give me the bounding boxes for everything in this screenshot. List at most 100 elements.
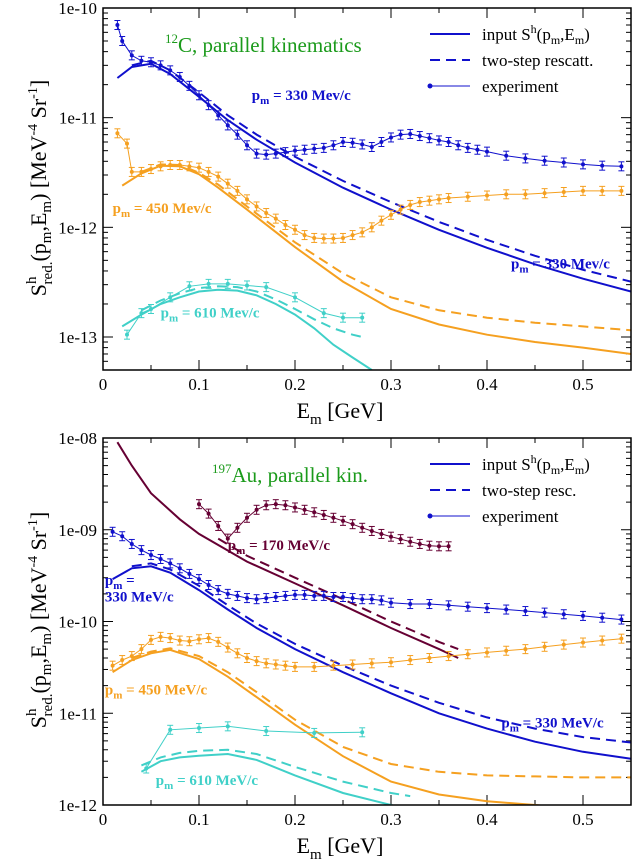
- data-point: [283, 593, 288, 598]
- data-point: [408, 602, 413, 607]
- legend-text: experiment: [482, 507, 559, 526]
- x-tick-label: 0.3: [380, 375, 401, 394]
- data-point: [293, 505, 297, 510]
- xlabel-text: E: [297, 398, 310, 423]
- data-point: [254, 659, 259, 664]
- data-point: [273, 502, 278, 507]
- data-point: [168, 727, 173, 732]
- series-annotation: 330 MeV/c: [105, 590, 174, 606]
- legend-label: two-step resc.: [482, 481, 576, 500]
- plot-1: 0 0.1 0.2 0.3 0.4 0.5 1e-13 1e-12 1e-11 1e-10 12C,…: [24, 0, 632, 428]
- series-solid-line: [140, 752, 396, 805]
- data-point: [245, 596, 249, 601]
- title-text: C, parallel kinematics: [178, 33, 362, 57]
- data-point: [302, 507, 307, 512]
- data-point: [120, 534, 125, 539]
- data-point: [125, 141, 129, 146]
- data-point: [408, 202, 413, 207]
- data-point: [581, 640, 585, 645]
- data-point: [542, 191, 547, 196]
- data-point: [485, 149, 489, 154]
- data-point: [312, 510, 317, 515]
- data-point: [427, 198, 432, 203]
- data-point: [283, 150, 288, 155]
- series-dashed-line: [141, 748, 411, 798]
- data-point: [139, 169, 144, 174]
- data-point: [120, 658, 125, 663]
- ylabel-sup: -4: [26, 124, 41, 136]
- data-point: [225, 536, 230, 541]
- data-point: [139, 58, 144, 63]
- data-point: [129, 169, 134, 174]
- ylabel-text: Sr: [26, 530, 51, 556]
- data-point: [273, 216, 278, 221]
- data-point: [542, 158, 547, 163]
- data-point: [149, 553, 153, 558]
- data-point: [144, 766, 149, 771]
- data-point: [360, 525, 365, 530]
- data-point: [360, 730, 365, 735]
- data-point: [369, 145, 374, 150]
- data-point: [360, 142, 365, 147]
- legend-text: ): [584, 455, 590, 474]
- ylabel-sub: m: [39, 201, 55, 213]
- data-point: [581, 162, 585, 167]
- annotation-text: p: [113, 201, 121, 217]
- data-point: [581, 188, 585, 193]
- data-point: [216, 588, 221, 593]
- legend-text: input S: [482, 455, 531, 474]
- xlabel-sub: m: [310, 412, 322, 428]
- data-point: [523, 647, 528, 652]
- data-point: [216, 523, 221, 528]
- data-point: [619, 188, 624, 193]
- data-point: [504, 648, 509, 653]
- ylabel-text: S: [26, 716, 51, 728]
- data-point: [437, 138, 441, 143]
- ylabel-sup: h: [24, 276, 40, 284]
- series-solid-line: [112, 565, 631, 760]
- data-point: [149, 60, 153, 65]
- annotation-text: = 170 MeV/c: [245, 538, 330, 554]
- data-point: [197, 637, 201, 642]
- data-point: [197, 93, 201, 98]
- data-point: [341, 315, 345, 320]
- data-point: [408, 539, 413, 544]
- data-point: [561, 612, 566, 617]
- data-point: [350, 662, 355, 667]
- data-point: [446, 139, 451, 144]
- series-solid-line: [121, 288, 373, 370]
- ylabel-text: ]: [26, 512, 51, 519]
- data-point: [437, 197, 441, 202]
- xlabel-sub: m: [310, 847, 322, 863]
- x-tick-label: 0.2: [284, 375, 305, 394]
- legend-label: input Sh(pm,Em): [482, 452, 590, 477]
- data-point: [177, 566, 182, 571]
- y-tick-label: 1e-13: [58, 328, 97, 347]
- data-point: [446, 196, 451, 201]
- data-point: [485, 193, 489, 198]
- plot-frame: [102, 437, 632, 806]
- data-point: [235, 593, 240, 598]
- data-point: [581, 613, 585, 618]
- y-tick-label: 1e-10: [58, 613, 97, 632]
- legend-label: two-step rescatt.: [482, 51, 593, 70]
- annotation-text: p: [161, 306, 169, 322]
- data-point: [619, 617, 624, 622]
- xlabel-text: E: [297, 833, 310, 858]
- data-point: [379, 598, 384, 603]
- data-point: [427, 602, 432, 607]
- data-point: [360, 315, 365, 320]
- data-point: [115, 22, 120, 27]
- annotation-sub: m: [164, 780, 173, 792]
- data-point: [427, 136, 432, 141]
- data-point: [206, 582, 211, 587]
- data-point: [125, 332, 129, 337]
- annotation-sub: m: [169, 313, 178, 325]
- series-annotation: pm = 330 MeV/c: [501, 715, 604, 734]
- ylabel-sub: red.: [40, 262, 56, 285]
- y-tick-label: 1e-12: [58, 796, 97, 815]
- data-point: [206, 169, 211, 174]
- data-point: [398, 207, 403, 212]
- plot-frame: [102, 7, 632, 371]
- data-point: [158, 63, 163, 68]
